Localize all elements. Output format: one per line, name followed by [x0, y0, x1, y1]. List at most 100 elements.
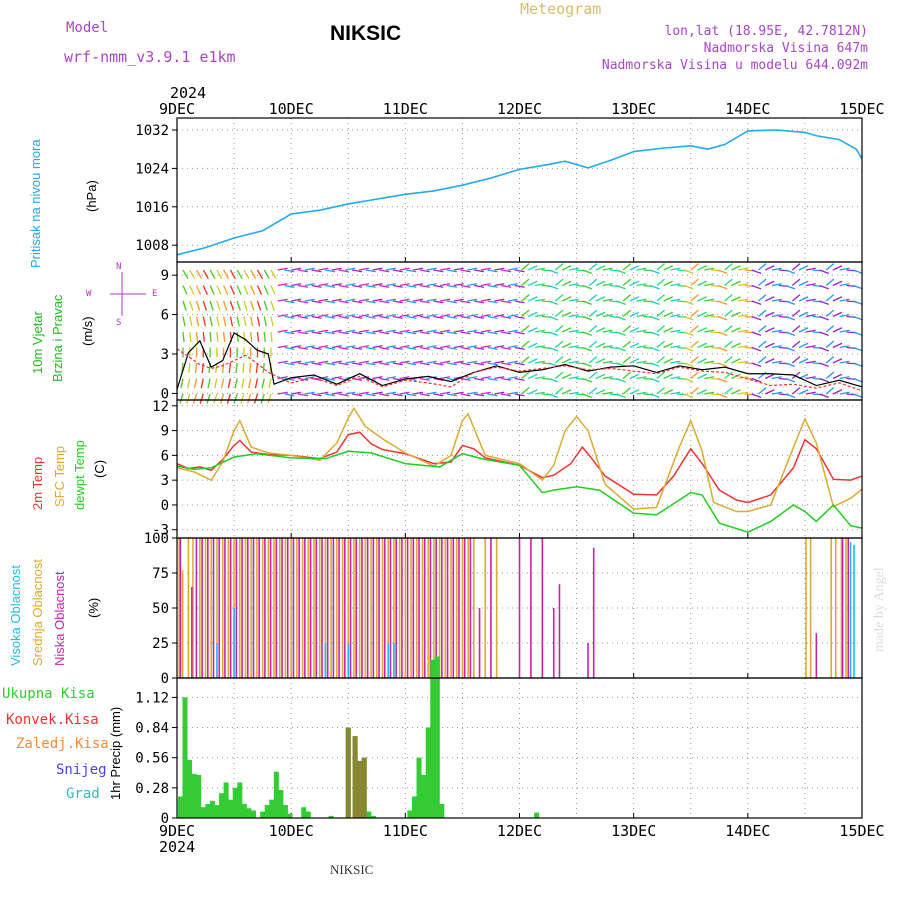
wind-arrow [582, 284, 593, 290]
wind-arrow [223, 269, 230, 279]
wind-arrow [616, 393, 626, 399]
wind-arrow [683, 315, 694, 321]
wind-arrow [446, 346, 457, 350]
wind-arrow [697, 296, 707, 302]
wind-arrow [670, 329, 681, 333]
wind-arrow [291, 314, 302, 318]
wind-arrow [582, 331, 593, 337]
wind-arrow [561, 280, 572, 287]
precip-total-bar [282, 805, 288, 818]
elevation-text: Nadmorska Visina 647m [703, 41, 868, 56]
wind-arrow [785, 269, 796, 275]
wind-arrow [636, 329, 647, 333]
wind-arrow [751, 331, 762, 337]
wind-arrow [304, 345, 315, 349]
wind-arrow [352, 331, 363, 335]
wind-arrow [392, 331, 403, 335]
wind-arrow [731, 373, 741, 380]
wind-arrow [582, 300, 593, 306]
wind-arrow [501, 362, 512, 366]
wind-arrow [548, 300, 559, 306]
wind-arrow [738, 298, 749, 302]
wind-arrow [352, 300, 363, 304]
wind-arrow [771, 376, 782, 380]
model-name: wrf-nmm_v3.9.1 e1km [64, 48, 236, 66]
x-tick-label-top: 15DEC [839, 100, 884, 118]
wind-arrow [263, 285, 269, 295]
wind-arrow [494, 298, 505, 302]
wind-arrow [440, 391, 451, 395]
wind-arrow [548, 331, 559, 337]
wind-arrow [514, 269, 525, 273]
wind-arrow [798, 280, 809, 287]
wind-arrow [832, 358, 843, 364]
wind-arrow [534, 283, 546, 287]
wind-arrow [636, 314, 647, 318]
wind-arrow [473, 346, 485, 350]
wind-arrow [392, 300, 403, 304]
precip-conv-bar [361, 757, 367, 818]
wind-arrow [853, 393, 863, 399]
wind-arrow [487, 315, 498, 319]
wind-arrow [419, 362, 430, 366]
wind-arrow [318, 283, 329, 287]
wind-arrow [636, 298, 647, 302]
wind-arrow [365, 393, 376, 397]
precip-total-bar [260, 811, 266, 818]
precip-total-bar [246, 808, 252, 818]
wind-arrow [440, 298, 451, 302]
wind-arrow [372, 314, 383, 318]
wind-arrow [487, 346, 498, 350]
wind-arrow [629, 327, 640, 333]
wind-arrow [413, 391, 424, 395]
wind-arrow [256, 285, 263, 295]
wind-arrow [284, 393, 295, 397]
precip-total-bar [407, 810, 413, 818]
wind-arrow [193, 378, 198, 389]
wind-arrow [195, 285, 202, 295]
wind-arrow [507, 298, 518, 302]
wind-arrow [534, 360, 546, 364]
wind-arrow [446, 331, 457, 335]
y-tick-label: 100 [144, 531, 169, 547]
wind-arrow [331, 329, 342, 333]
wind-arrow [199, 393, 204, 404]
y-tick-label: 0 [161, 498, 169, 514]
wind-arrow [372, 345, 383, 349]
wind-arrow [487, 393, 498, 397]
wind-arrow [247, 378, 252, 389]
wind-arrow [223, 285, 229, 295]
wind-arrow [250, 300, 255, 311]
wind-arrow [724, 294, 733, 302]
wind-arrow [514, 315, 525, 319]
wind-arrow [819, 393, 829, 399]
wind-arrow [277, 314, 288, 318]
precip-total-bar [177, 796, 183, 818]
wind-arrow [372, 360, 383, 364]
wind-arrow [433, 346, 444, 350]
wind-arrow [582, 269, 593, 275]
wind-arrow [182, 285, 188, 295]
wind-arrow [311, 284, 322, 288]
wind-arrow [195, 300, 201, 311]
wind-arrow [595, 296, 606, 302]
wind-arrow [277, 298, 288, 302]
wind-arrow [629, 373, 640, 380]
wind-arrow [622, 278, 632, 286]
wind-arrow [717, 315, 728, 321]
wind-arrow [568, 391, 579, 395]
wind-arrow [446, 362, 457, 366]
wind-arrow [494, 267, 505, 271]
wind-arrow [325, 315, 336, 319]
wind-arrow [764, 342, 775, 349]
wind-arrow [284, 346, 295, 350]
wind-arrow [460, 393, 471, 397]
wind-arrow [277, 283, 288, 287]
wind-arrow [446, 269, 457, 273]
wind-arrow [182, 269, 189, 279]
wind-arrow [704, 360, 715, 364]
wind-arrow [473, 300, 485, 304]
wind-arrow [724, 325, 733, 333]
wind-arrow [683, 331, 694, 337]
wind-arrow [365, 284, 376, 288]
